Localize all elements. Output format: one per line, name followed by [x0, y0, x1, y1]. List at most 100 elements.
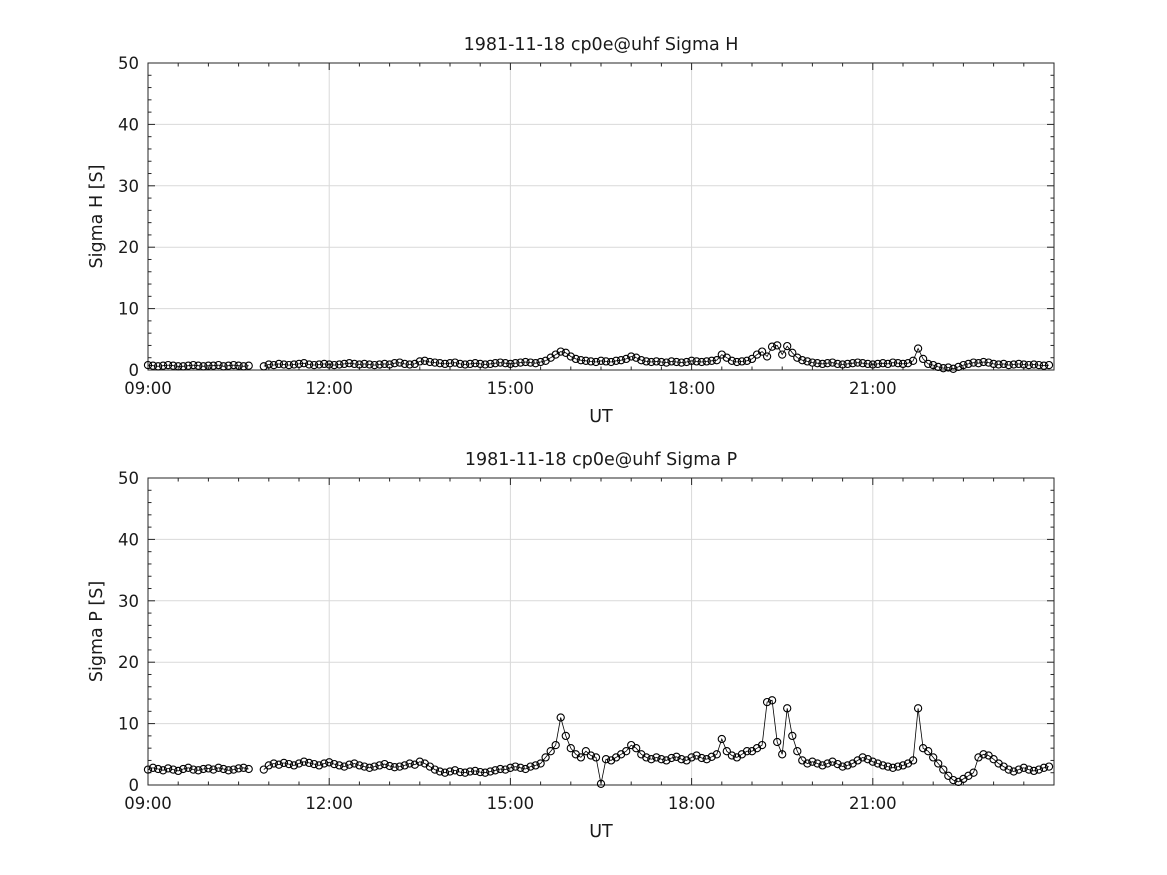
data-marker [471, 359, 480, 368]
data-marker [692, 751, 701, 760]
data-marker [999, 359, 1008, 369]
data-marker [586, 751, 596, 760]
data-marker [526, 762, 535, 771]
data-marker [430, 358, 440, 367]
data-marker [647, 755, 656, 764]
x-tick-label: 21:00 [849, 379, 897, 398]
data-marker [883, 359, 893, 369]
y-tick-label: 30 [118, 592, 139, 611]
data-marker [707, 356, 716, 365]
data-marker [858, 359, 867, 368]
data-marker [158, 361, 168, 370]
data-marker [184, 361, 193, 370]
data-marker [189, 360, 198, 370]
y-tick-label: 50 [118, 54, 139, 73]
data-marker [853, 358, 862, 367]
data-marker [400, 761, 409, 770]
data-marker [350, 359, 359, 369]
data-marker [184, 763, 193, 772]
data-marker [486, 359, 495, 369]
data-marker [511, 762, 520, 771]
data-marker [591, 753, 601, 762]
data-marker [1044, 360, 1054, 370]
data-marker [1004, 765, 1013, 774]
data-marker [742, 356, 752, 365]
data-marker [440, 768, 450, 777]
data-marker [581, 747, 591, 756]
data-marker [244, 361, 253, 370]
data-marker [1014, 359, 1023, 369]
axes-box [147, 62, 1055, 371]
data-marker [143, 765, 153, 774]
data-marker [511, 359, 520, 368]
data-marker [1019, 360, 1028, 369]
data-marker [521, 357, 530, 367]
data-marker [989, 755, 998, 764]
data-marker [174, 362, 183, 371]
data-marker [299, 359, 309, 368]
data-marker [687, 753, 696, 762]
data-series-sigma-p [143, 696, 1054, 788]
data-marker [481, 768, 490, 777]
data-marker [325, 758, 334, 767]
data-marker [601, 357, 611, 366]
data-marker [284, 759, 294, 769]
data-marker [289, 360, 299, 369]
data-marker [903, 359, 913, 368]
data-marker [818, 359, 827, 369]
data-marker [179, 362, 188, 371]
data-marker [153, 764, 163, 774]
data-marker [345, 760, 354, 769]
plot-sigma-h: 09:00 12:00 15:00 18:00 21:00 0 10 20 30 40 50 1981… [87, 35, 1055, 427]
data-marker [964, 359, 973, 369]
y-tick-label: 20 [118, 653, 139, 672]
data-marker [370, 762, 379, 771]
data-marker [435, 359, 445, 368]
data-marker [878, 359, 888, 368]
data-marker [677, 358, 686, 367]
data-marker [586, 357, 596, 366]
data-marker [1039, 763, 1049, 772]
data-marker [1044, 762, 1054, 771]
data-marker [209, 361, 218, 370]
data-marker [984, 358, 993, 367]
data-marker [1004, 360, 1013, 370]
data-marker [969, 768, 978, 777]
data-marker [1034, 360, 1044, 370]
data-marker [712, 356, 721, 365]
data-marker [556, 713, 565, 722]
data-marker [808, 358, 817, 367]
data-marker [445, 767, 455, 776]
data-marker [989, 359, 998, 369]
data-marker [1034, 765, 1044, 774]
data-marker [340, 762, 349, 771]
data-marker [924, 359, 933, 369]
data-marker [918, 354, 928, 364]
data-marker [501, 765, 510, 774]
data-marker [148, 763, 158, 772]
data-marker [501, 359, 510, 368]
data-marker [611, 356, 621, 365]
data-marker [702, 755, 711, 764]
data-marker [682, 357, 691, 367]
data-marker [355, 761, 364, 770]
data-marker [596, 356, 606, 365]
data-marker [581, 356, 591, 365]
data-marker [496, 358, 505, 367]
y-tick-label: 50 [118, 469, 139, 488]
data-marker [385, 761, 394, 771]
data-marker [204, 764, 213, 773]
data-marker [179, 764, 188, 774]
data-marker [883, 762, 893, 771]
data-marker [551, 740, 560, 750]
y-tick-label: 30 [118, 177, 139, 196]
data-marker [783, 341, 792, 351]
y-tick-label: 20 [118, 238, 139, 257]
data-marker [944, 771, 953, 780]
y-axis-label: Sigma H [S] [87, 165, 107, 269]
data-marker [697, 753, 706, 763]
data-marker [274, 359, 284, 369]
data-marker [420, 356, 429, 365]
data-marker [259, 362, 268, 371]
data-marker [863, 755, 872, 764]
